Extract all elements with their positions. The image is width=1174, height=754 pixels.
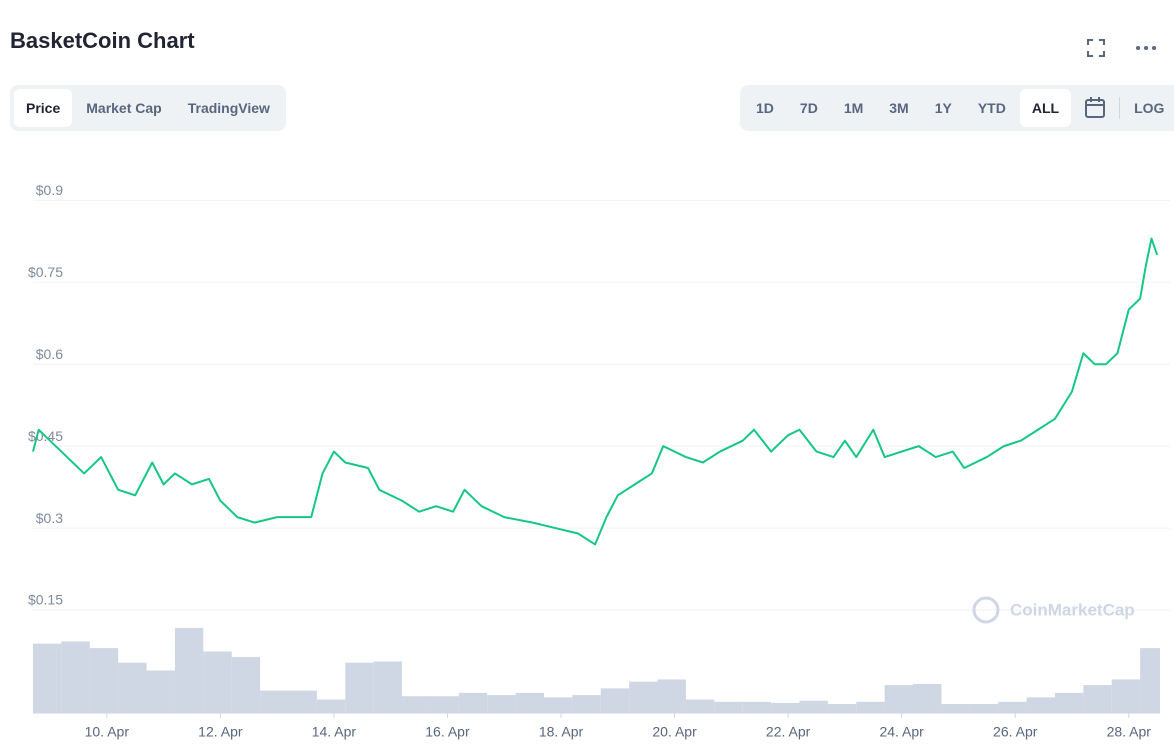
x-tick-label: 26. Apr (993, 724, 1038, 740)
x-tick-label: 10. Apr (85, 724, 130, 740)
volume-bar (827, 704, 857, 713)
volume-bar (543, 697, 573, 713)
range-button[interactable]: ALL (1019, 89, 1072, 127)
volume-bar (316, 699, 346, 713)
volume-bar (1083, 685, 1112, 713)
x-tick-label: 20. Apr (652, 724, 697, 740)
y-tick-label: $0.3 (36, 510, 63, 526)
chart-title: BasketCoin Chart (10, 28, 195, 53)
x-tick-label: 28. Apr (1107, 724, 1152, 740)
volume-bar (1111, 679, 1141, 713)
volume-bar (402, 696, 431, 713)
volume-bar (458, 692, 488, 713)
tab-group: Price Market Cap TradingView (10, 85, 286, 131)
volume-bar (572, 695, 601, 713)
calendar-button[interactable] (1073, 89, 1117, 127)
volume-bar (1054, 692, 1084, 713)
x-tick-label: 16. Apr (425, 724, 470, 740)
volume-bar (884, 685, 914, 713)
x-tick-label: 14. Apr (312, 724, 357, 740)
volume-bar (260, 690, 289, 713)
tab[interactable]: Market Cap (86, 100, 162, 116)
volume-bar (1026, 697, 1055, 713)
x-tick-label: 22. Apr (766, 724, 811, 740)
price-line (32, 237, 1159, 546)
volume-bar (345, 662, 374, 713)
log-button[interactable]: LOG (1134, 100, 1165, 116)
volume-bar (969, 704, 999, 713)
volume-bar (799, 700, 828, 713)
fullscreen-icon[interactable] (1086, 38, 1106, 58)
volume-bar (657, 679, 686, 713)
y-tick-label: $0.6 (36, 346, 63, 362)
volume-bar (430, 696, 459, 713)
volume-bar (742, 701, 772, 713)
volume-bar (714, 701, 743, 713)
volume-bar (913, 683, 942, 713)
volume-bar (203, 651, 232, 713)
range-button[interactable]: 1M (843, 100, 864, 116)
y-tick-label: $0.15 (28, 592, 63, 608)
volume-bar (231, 657, 261, 713)
tab[interactable]: Price (14, 89, 73, 127)
volume-bar (89, 648, 119, 713)
volume-bar (515, 692, 544, 713)
volume-bar (373, 661, 403, 713)
x-tick-label: 18. Apr (539, 724, 584, 740)
y-tick-label: $0.9 (36, 182, 63, 198)
volume-bar (771, 702, 800, 713)
range-button[interactable]: 3M (889, 100, 909, 116)
separator (1119, 97, 1121, 119)
calendar-icon (1085, 97, 1106, 118)
range-button[interactable]: 7D (799, 100, 818, 116)
volume-bar (146, 670, 175, 713)
range-button[interactable]: YTD (977, 100, 1006, 116)
range-button[interactable]: 1D (756, 100, 774, 116)
volume-bar (629, 681, 658, 713)
more-icon[interactable] (1134, 38, 1158, 58)
range-button[interactable]: 1Y (934, 100, 952, 116)
volume-bar (856, 701, 885, 713)
volume-bar (1140, 648, 1160, 713)
volume-bar (61, 641, 90, 713)
x-tick-label: 24. Apr (879, 724, 924, 740)
volume-bar (941, 704, 970, 713)
x-tick-label: 12. Apr (198, 724, 243, 740)
watermark: CoinMarketCap (1010, 600, 1135, 619)
volume-bar (174, 628, 204, 713)
range-group: 1D 7D 1M 3M 1Y YTD ALL LOG (740, 85, 1174, 131)
volume-bar (288, 690, 317, 713)
watermark-logo (972, 596, 1000, 624)
volume-bar (600, 688, 630, 713)
y-tick-label: $0.75 (28, 264, 63, 280)
volume-bar (998, 701, 1027, 713)
volume-bar (487, 695, 516, 713)
volume-bar (685, 699, 715, 713)
volume-bar (118, 662, 147, 713)
tab[interactable]: TradingView (187, 100, 270, 116)
volume-bar (33, 643, 62, 713)
